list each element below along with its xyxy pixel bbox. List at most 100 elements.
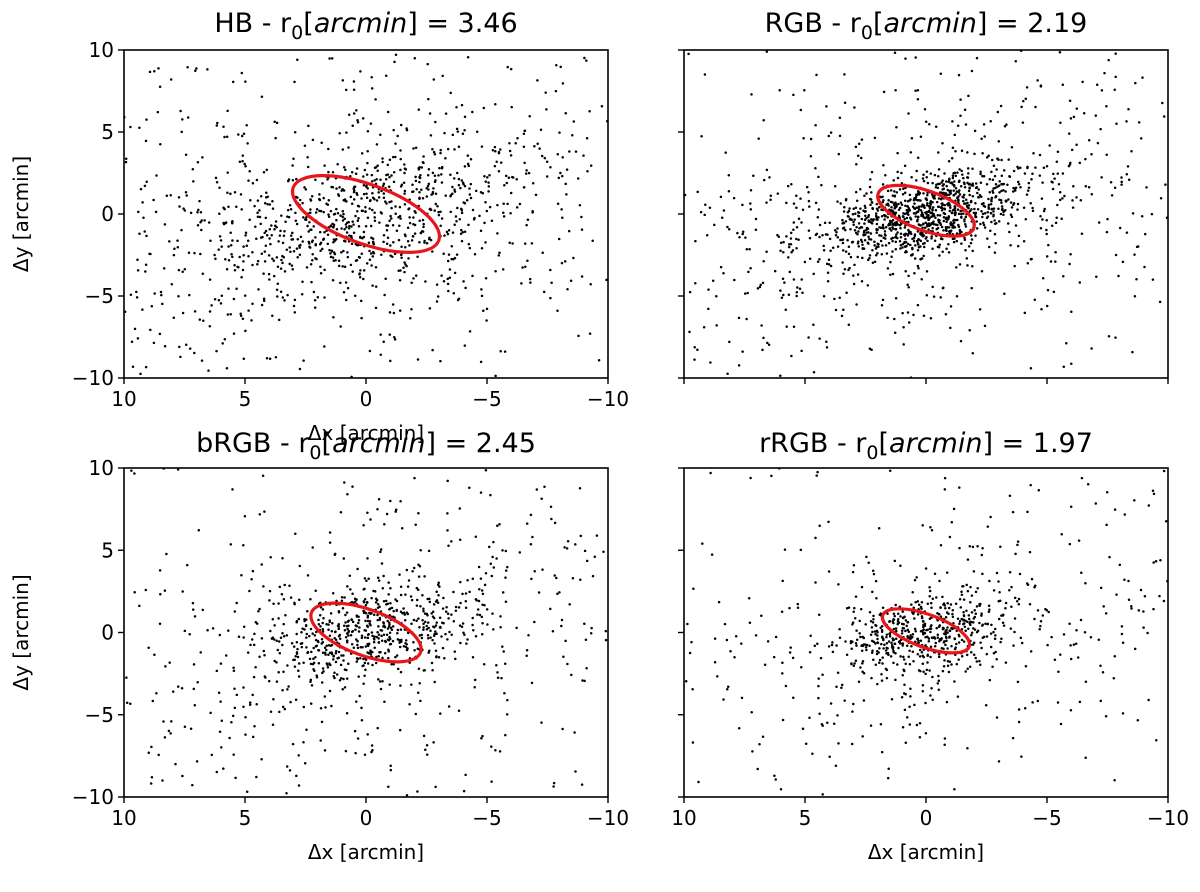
data-point <box>871 590 874 594</box>
data-point <box>922 254 925 258</box>
data-point <box>946 226 949 229</box>
data-point <box>185 194 188 197</box>
data-point <box>478 587 481 591</box>
data-point <box>344 613 347 617</box>
data-point <box>364 603 368 607</box>
data-point <box>483 175 486 178</box>
data-point <box>716 675 719 678</box>
data-point <box>439 712 442 715</box>
data-point <box>158 332 162 336</box>
data-point <box>894 652 897 655</box>
data-point <box>359 235 362 239</box>
data-point <box>327 628 330 631</box>
data-point <box>1110 194 1114 197</box>
data-point <box>881 223 885 227</box>
data-point <box>863 233 867 237</box>
data-point <box>1008 175 1011 178</box>
data-point <box>218 633 222 637</box>
data-point <box>289 700 292 704</box>
data-point <box>992 187 995 190</box>
data-point <box>260 637 264 640</box>
x-tick-label: 5 <box>239 806 252 830</box>
data-point <box>857 222 861 225</box>
data-point <box>354 172 358 176</box>
data-point <box>435 300 439 303</box>
data-point <box>163 223 167 226</box>
data-point <box>980 210 983 213</box>
data-point <box>275 121 279 125</box>
data-point <box>875 652 879 656</box>
data-point <box>929 694 932 697</box>
data-point <box>331 591 335 595</box>
data-point <box>860 280 864 283</box>
data-point <box>774 778 777 781</box>
data-point <box>930 237 933 240</box>
data-point <box>225 268 229 271</box>
data-point <box>358 626 361 629</box>
data-point <box>880 252 884 256</box>
data-point <box>860 644 864 647</box>
data-point <box>896 151 899 155</box>
data-point <box>340 227 343 230</box>
data-point <box>906 205 909 208</box>
data-point <box>602 550 605 554</box>
data-point <box>392 609 395 613</box>
data-point <box>295 774 298 778</box>
data-point <box>950 663 953 666</box>
data-point <box>520 282 523 285</box>
data-point <box>852 207 855 210</box>
data-point <box>989 119 992 123</box>
data-point <box>814 536 817 540</box>
data-point <box>425 195 429 198</box>
data-point <box>697 780 700 784</box>
data-point <box>463 344 467 347</box>
data-point <box>917 198 921 202</box>
data-point <box>561 216 564 220</box>
data-point <box>941 206 944 210</box>
data-point <box>902 622 905 626</box>
data-point <box>288 246 291 249</box>
data-point <box>283 299 286 302</box>
data-point <box>959 184 963 188</box>
data-point <box>324 706 327 709</box>
data-point <box>482 309 485 312</box>
data-point <box>294 698 298 702</box>
r0-ellipse <box>309 601 423 664</box>
data-point <box>463 128 466 132</box>
data-point <box>492 628 495 631</box>
data-point <box>861 735 864 738</box>
data-point <box>927 228 930 231</box>
data-point <box>262 297 266 300</box>
data-point <box>406 631 410 635</box>
data-point <box>953 180 956 183</box>
data-point <box>1012 201 1016 205</box>
data-point <box>788 606 791 610</box>
data-point <box>220 746 223 749</box>
data-point <box>459 580 462 584</box>
title-equals: ] = <box>407 8 457 39</box>
data-point <box>953 647 957 651</box>
data-point <box>1158 594 1161 598</box>
data-point <box>308 242 311 245</box>
data-point <box>1105 523 1108 527</box>
data-point <box>437 655 441 659</box>
data-point <box>303 628 306 631</box>
data-point <box>817 696 820 700</box>
data-point <box>840 686 843 690</box>
data-point <box>923 108 927 111</box>
data-point <box>422 626 425 629</box>
data-point <box>896 620 900 623</box>
data-point <box>330 643 334 647</box>
data-point <box>369 518 372 521</box>
data-point <box>983 135 986 138</box>
data-point <box>221 342 224 345</box>
data-point <box>964 619 967 623</box>
data-point <box>922 173 925 177</box>
data-point <box>442 280 446 283</box>
data-point <box>892 618 896 621</box>
data-point <box>315 207 319 211</box>
data-point <box>328 689 332 693</box>
data-point <box>307 230 310 233</box>
data-point <box>232 753 235 756</box>
